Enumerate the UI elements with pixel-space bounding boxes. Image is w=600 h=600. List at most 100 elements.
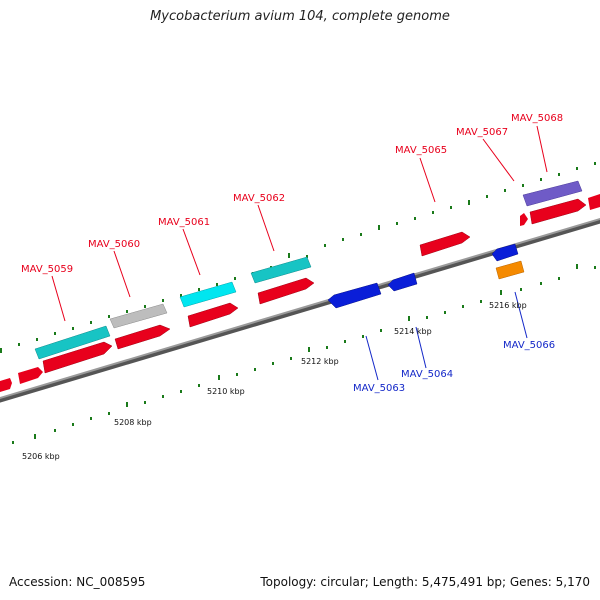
tick [288,253,290,258]
tick [126,310,128,313]
tick [504,189,506,192]
callout-line [536,125,548,173]
tick [90,417,92,420]
callout-line [482,138,515,182]
gene-reverse [327,282,382,309]
tick [576,167,578,170]
tick [144,401,146,404]
tick [380,329,382,332]
tick [54,429,56,432]
tick [326,346,328,349]
callout-line [419,157,436,203]
gene-forward [187,302,239,328]
gene-forward [419,231,471,257]
scale-label: 5212 kbp [301,357,339,366]
tick [198,288,200,291]
gene-label: MAV_5066 [503,340,555,351]
tick [342,238,344,241]
tick [414,217,416,220]
scale-labels: 5206 kbp 5208 kbp 5210 kbp 5212 kbp 5214… [22,301,527,461]
callout-line [514,291,528,339]
tick [180,390,182,393]
tick [144,305,146,308]
tick [306,255,308,258]
tick [218,375,220,380]
tick [34,434,36,439]
scale-label: 5206 kbp [22,452,60,461]
tick [378,225,380,230]
gene-forward [114,324,171,350]
tick [54,332,56,335]
genome-summary-text: Topology: circular; Length: 5,475,491 bp… [260,575,590,589]
gene-label: MAV_5068 [511,113,563,124]
gene-forward [0,378,12,392]
gene-label: MAV_5063 [353,383,405,394]
tick [344,340,346,343]
feature-cyan [179,281,237,308]
gene-forward [257,277,315,305]
tick [308,347,310,352]
gene-label: MAV_5065 [395,145,447,156]
tick [576,264,578,269]
gene-label: MAV_5060 [88,239,140,250]
feature-pseudo [109,303,168,329]
tick [72,423,74,426]
tick [432,211,434,214]
callout-line [182,228,201,276]
tick [486,195,488,198]
tick [162,299,164,302]
tick [108,315,110,318]
gene-forward [18,367,43,384]
tick [12,441,14,444]
tick [594,162,596,165]
tick [108,412,110,415]
tick [254,368,256,371]
feature-violet [522,180,583,207]
feature-orange [495,260,525,280]
gene-label: MAV_5061 [158,217,210,228]
tick [408,316,410,321]
gene-label: MAV_5067 [456,127,508,138]
tick [594,266,596,269]
gene-forward [588,194,600,210]
tick [540,282,542,285]
tick [558,277,560,280]
forward-tick-track [0,162,596,353]
accession-text: Accession: NC_008595 [9,575,146,589]
feature-rrna [34,325,111,360]
gene-label: MAV_5064 [401,369,453,380]
forward-genes [0,194,600,392]
tick [180,294,182,297]
forward-feature-row [34,180,583,360]
gene-reverse [387,272,418,292]
tick [444,311,446,314]
reverse-genes [327,243,525,309]
callout-line [415,326,427,369]
tick [360,233,362,236]
tick [198,384,200,387]
tick [396,222,398,225]
gene-forward [520,213,528,226]
tick [520,288,522,291]
gene-reverse [491,243,519,262]
tick [72,327,74,330]
reverse-gene-labels: MAV_5063 MAV_5064 MAV_5066 [353,340,555,394]
gene-label: MAV_5059 [21,264,73,275]
tick [522,184,524,187]
tick [426,316,428,319]
gene-forward [529,198,587,225]
tick [36,338,38,341]
tick [272,362,274,365]
tick [480,300,482,303]
tick [90,321,92,324]
gene-forward [42,341,113,374]
tick [324,244,326,247]
reverse-callouts [365,291,528,381]
tick [462,305,464,308]
tick [126,402,128,407]
tick [162,395,164,398]
tick [540,178,542,181]
tick [236,373,238,376]
scale-label: 5210 kbp [207,387,245,396]
